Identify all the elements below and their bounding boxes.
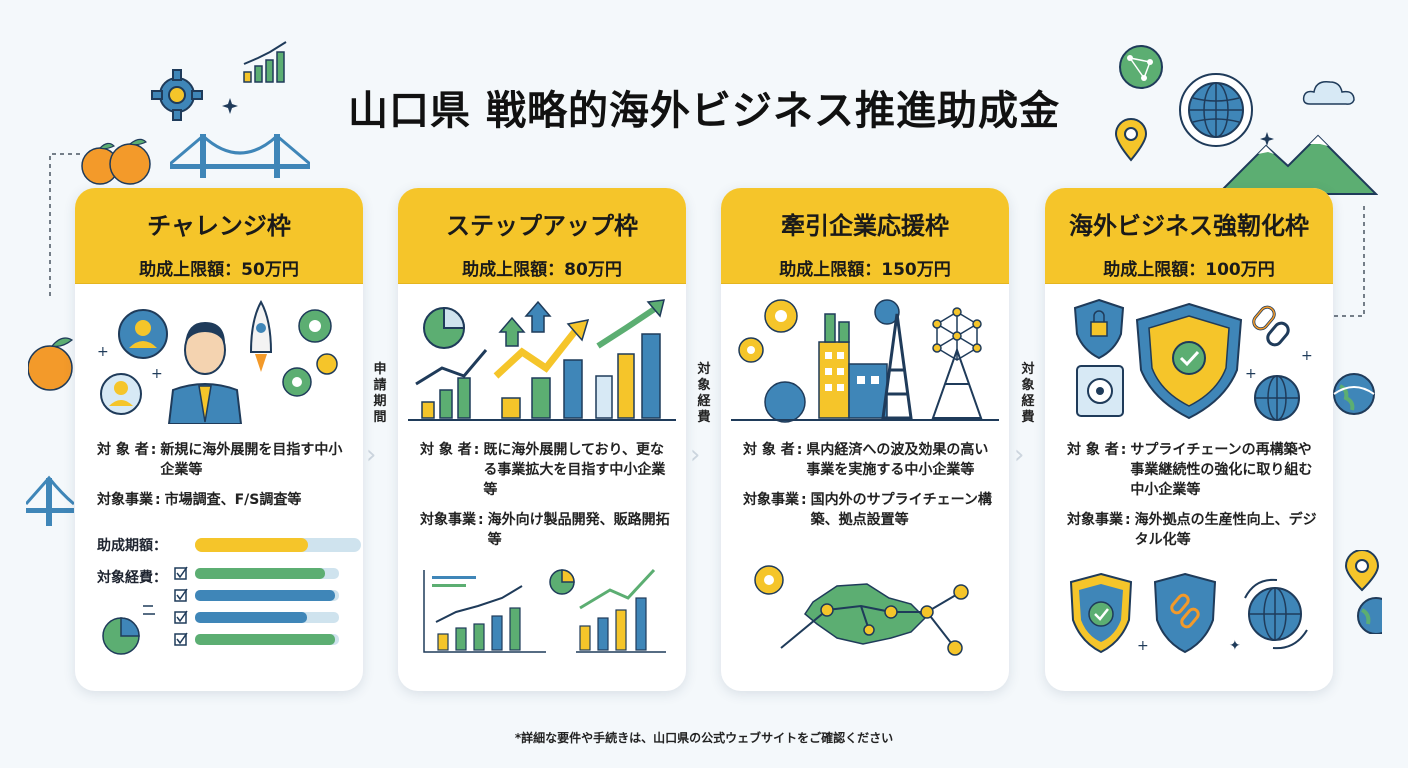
card-title: チャレンジ枠 [147,212,291,240]
sparkle-icon [222,98,238,114]
shield-chain-globe-graphic: + ✦ [1069,572,1308,654]
footnote: *詳細な要件や手続きは、山口県の公式ウェブサイトをご確認ください [514,731,894,745]
card-header: ステップアップ枠 助成上限額：80万円 [398,188,686,284]
sparkle-icon [1260,132,1274,146]
gap-label-application-period: 申請期間 [373,362,387,425]
expense-checklist-graphic [102,566,339,655]
card-title: 牽引企業応援枠 [781,212,949,240]
business-label: 対象事業 [97,492,153,508]
card-info: 対 象 者: サプライチェーンの再構築や事業継続性の強化に取り組む中小企業等 対象… [1067,440,1319,560]
card-header: 海外ビジネス強靭化枠 助成上限額：100万円 [1045,188,1333,284]
gear-icon [151,69,203,121]
industry-network-illustration [731,299,999,423]
svg-text:+: + [151,366,163,382]
bridge-icon [170,133,310,178]
card-resilience: 海外ビジネス強靭化枠 助成上限額：100万円 + + 対 象 者: サプライチェーン… [1045,188,1333,691]
business-label: 対象事業 [420,512,476,528]
amount-bar-fill [195,538,308,552]
chevron-right-icon: › [1014,440,1025,470]
card-info: 対 象 者: 県内経済への波及効果の高い事業を実施する中小企業等 対象事業: 国内外… [743,440,995,540]
expense-label: 対象経費： [97,570,167,586]
target-value: サプライチェーンの再構築や事業継続性の強化に取り組む中小企業等 [1130,442,1313,498]
business-label: 対象事業 [1067,512,1123,528]
card-challenge: チャレンジ枠 助成上限額：50万円 + + 対 象 者: 新規に海外展開を目指す中小… [75,188,363,691]
business-value: 海外拠点の生産性向上、デジタル化等 [1134,512,1317,548]
dashed-connector [1334,204,1365,317]
card-header: 牽引企業応援枠 助成上限額：150万円 [721,188,1009,284]
svg-text:+: + [1137,638,1149,654]
business-label: 対象事業 [743,492,799,508]
svg-text:✦: ✦ [1229,638,1241,654]
bridge-icon [26,475,74,526]
dashed-connector [49,153,80,296]
target-value: 県内経済への波及効果の高い事業を実施する中小企業等 [806,442,989,478]
svg-text:+: + [1245,366,1257,382]
business-value: 海外向け製品開発、販路開拓等 [487,512,670,548]
target-value: 新規に海外展開を目指す中小企業等 [160,442,343,478]
network-globe-icon [1119,45,1163,89]
businessman-rocket-illustration: ++ [97,299,338,424]
amount-label: 助成期額： [97,538,167,554]
card-limit: 助成上限額：150万円 [779,260,951,280]
target-label: 対 象 者 [743,442,795,458]
amount-meter: 助成期額： [97,535,361,555]
card-title: 海外ビジネス強靭化枠 [1069,212,1309,240]
target-value: 既に海外展開しており、更なる事業拡大を目指す中小企業等 [483,442,666,498]
card-limit: 助成上限額：50万円 [139,260,299,280]
report-charts-graphic [423,568,666,653]
amount-bar [195,538,361,552]
globe-icon [1179,73,1253,147]
mountain-icon [1218,134,1378,195]
target-label: 対 象 者 [1067,442,1119,458]
globe-icon [1333,373,1375,415]
card-leading-company: 牽引企業応援枠 助成上限額：150万円 対 象 者: 県内経済への波及効果の高い事… [721,188,1009,691]
card-limit: 助成上限額：100万円 [1103,260,1275,280]
cloud-icon [1302,80,1355,105]
target-label: 対 象 者 [420,442,472,458]
gap-label-expenses: 対象経費 [697,362,711,425]
location-pin-icon [1344,550,1382,634]
card-title: ステップアップ枠 [446,212,638,240]
target-label: 対 象 者 [97,442,149,458]
trend-chart-icon [243,41,287,83]
orange-icon [28,337,74,391]
business-value: 市場調査、F/S調査等 [164,492,302,508]
chevron-right-icon: › [690,440,701,470]
gap-label-expenses: 対象経費 [1021,362,1035,425]
yamaguchi-map-network-graphic [754,565,969,656]
card-limit: 助成上限額：80万円 [462,260,622,280]
chevron-right-icon: › [366,440,377,470]
orange-icon [81,138,151,185]
growth-chart-illustration [408,299,676,421]
card-info: 対 象 者: 既に海外展開しており、更なる事業拡大を目指す中小企業等 対象事業: 海… [420,440,672,560]
card-header: チャレンジ枠 助成上限額：50万円 [75,188,363,284]
card-info: 対 象 者: 新規に海外展開を目指す中小企業等 対象事業: 市場調査、F/S調査等 [97,440,349,520]
card-step-up: ステップアップ枠 助成上限額：80万円 対 象 者: 既に海外展開しており、更なる… [398,188,686,691]
business-value: 国内外のサプライチェーン構築、拠点設置等 [810,492,992,528]
expense-meter: 対象経費： [97,567,195,587]
page-title: 山口県 戦略的海外ビジネス推進助成金 [348,88,1060,134]
svg-text:+: + [1301,348,1313,364]
location-pin-icon [1114,118,1148,162]
svg-text:+: + [97,344,109,360]
security-shield-illustration: ++ [1073,298,1313,421]
